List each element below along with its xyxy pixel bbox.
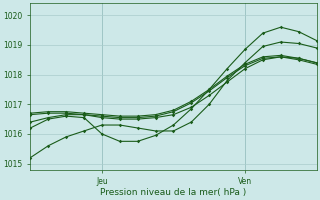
X-axis label: Pression niveau de la mer( hPa ): Pression niveau de la mer( hPa )	[100, 188, 247, 197]
